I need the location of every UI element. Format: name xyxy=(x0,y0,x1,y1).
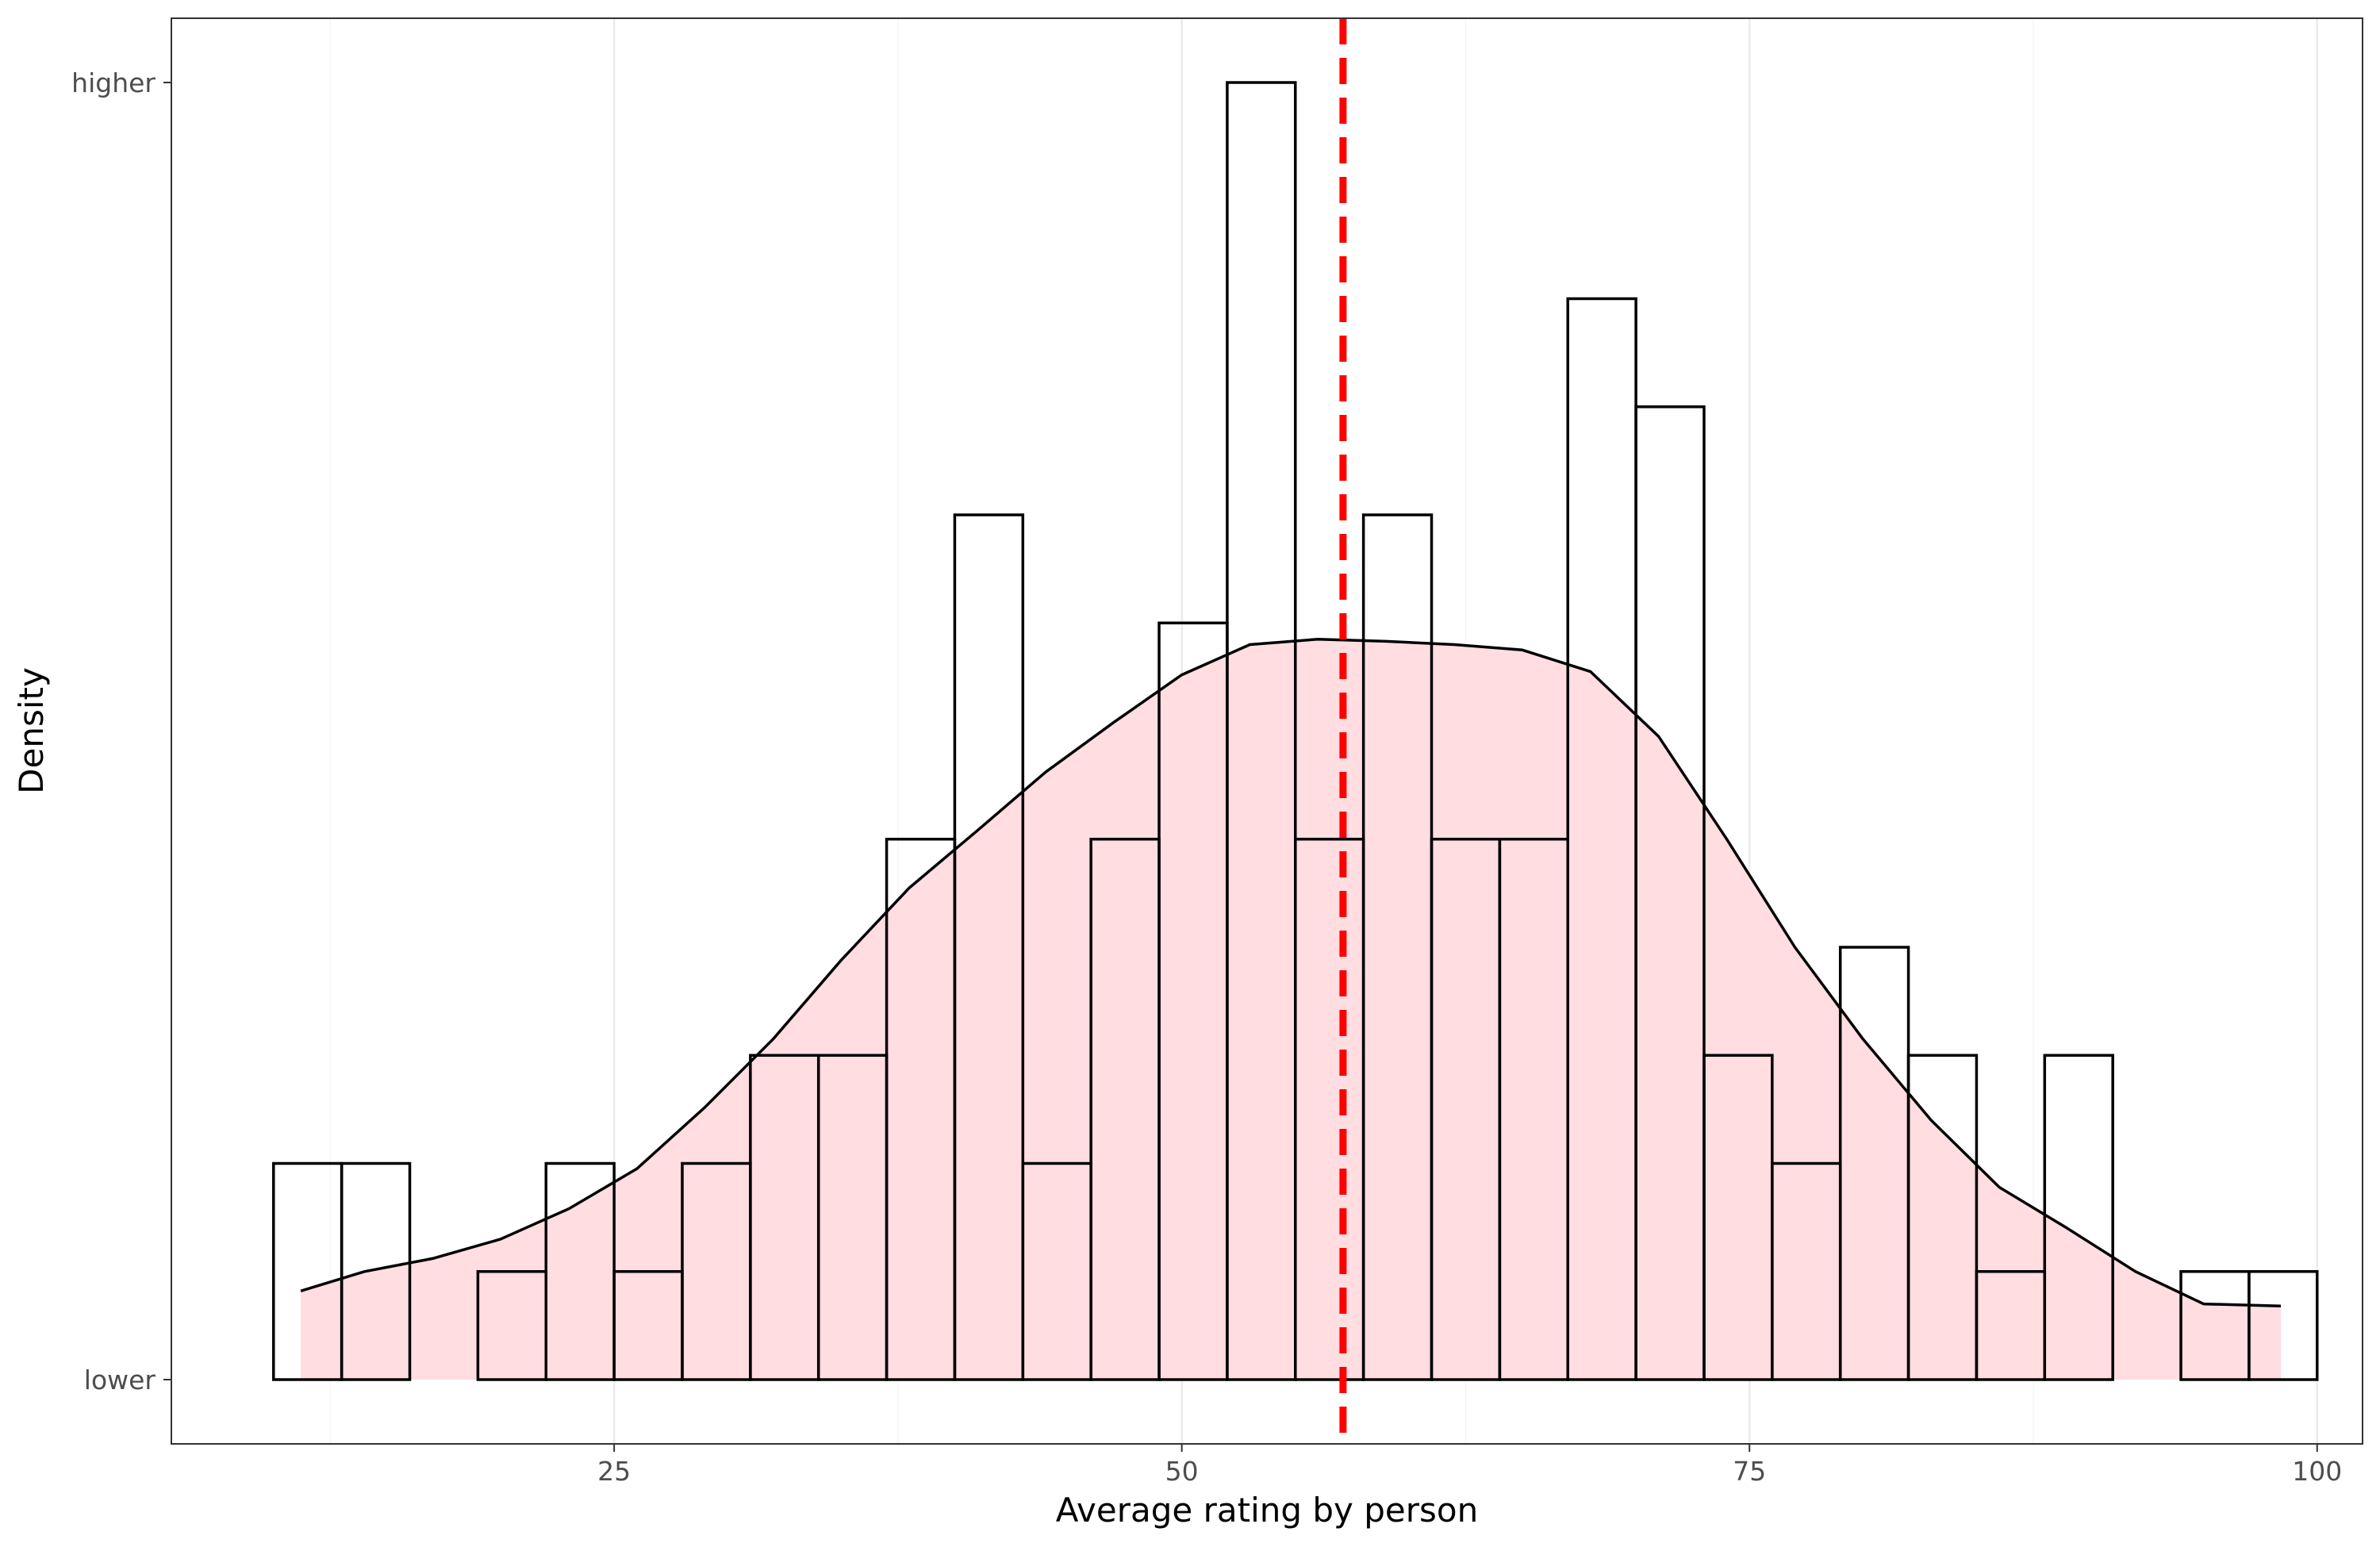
y-axis-title: Density xyxy=(12,667,51,794)
histogram-bar xyxy=(2248,1270,2319,1381)
histogram-bars xyxy=(272,81,2319,1381)
histogram-bar xyxy=(340,1161,412,1381)
density-area-layer xyxy=(301,639,2281,1380)
histogram-bar xyxy=(1906,1054,1979,1381)
density-curve xyxy=(300,637,2282,1308)
y-axis-ticks: higher lower xyxy=(71,67,171,1395)
x-tick-label: 100 xyxy=(2292,1456,2342,1487)
histogram-bar xyxy=(953,513,1025,1381)
histogram-bar xyxy=(1226,81,1297,1381)
plot-panel-border xyxy=(171,17,2363,1445)
x-tick-label: 75 xyxy=(1733,1456,1766,1487)
x-tick-label: 50 xyxy=(1165,1456,1199,1487)
y-tick-label: lower xyxy=(84,1365,156,1395)
density-area xyxy=(301,639,2281,1380)
x-axis-ticks: 25 50 75 100 xyxy=(597,1444,2342,1487)
histogram-bar xyxy=(2043,1054,2114,1381)
y-tick-label: higher xyxy=(71,67,155,98)
x-tick-label: 25 xyxy=(597,1456,631,1487)
x-axis-title: Average rating by person xyxy=(1056,1491,1478,1530)
density-line-layer xyxy=(300,637,2282,1308)
histogram-bar xyxy=(1634,405,1706,1381)
